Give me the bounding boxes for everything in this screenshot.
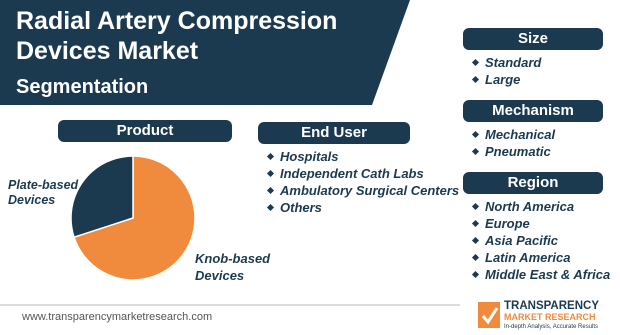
segment-list: Standard Large: [471, 54, 541, 88]
segment-item: Pneumatic: [471, 143, 555, 160]
pie-slice: [70, 155, 134, 239]
title-banner: [0, 0, 410, 105]
section-header: Region: [463, 172, 603, 194]
segment-item: Mechanical: [471, 126, 555, 143]
segment-list: Mechanical Pneumatic: [471, 126, 555, 160]
segment-item: Large: [471, 71, 541, 88]
segment-item: Middle East & Africa: [471, 266, 610, 283]
segment-item: Europe: [471, 215, 610, 232]
section-header: Size: [463, 28, 603, 50]
segment-item: Standard: [471, 54, 541, 71]
segment-item: Independent Cath Labs: [266, 165, 459, 182]
subtitle: Segmentation: [16, 76, 149, 98]
pie-label: Knob-based Devices: [195, 251, 271, 283]
segment-item: North America: [471, 198, 610, 215]
title: Radial Artery Compression Devices Market: [16, 7, 338, 65]
logo-check: [481, 307, 499, 325]
logo-tagline: In-depth Analysis, Accurate Results: [504, 324, 599, 330]
segment-item: Hospitals: [266, 148, 459, 165]
segment-list: Hospitals Independent Cath Labs Ambulatory…: [266, 148, 459, 216]
segment-item: Ambulatory Surgical Centers: [266, 182, 459, 199]
logo-text: MARKET RESEARCH: [504, 312, 596, 322]
section-header: End User: [258, 122, 410, 144]
segment-item: Latin America: [471, 249, 610, 266]
pie-label: Plate-based Devices: [8, 178, 79, 207]
segment-list: North America Europe Asia Pacific Latin Ame…: [471, 198, 610, 283]
logo-text: TRANSPARENCY: [504, 300, 599, 312]
segment-item: Asia Pacific: [471, 232, 610, 249]
segment-item: Others: [266, 199, 459, 216]
footer-url: www.transparencymarketresearch.com: [22, 311, 213, 323]
logo-icon: [478, 302, 500, 328]
section-header: Mechanism: [463, 100, 603, 122]
section-header: Product: [58, 120, 232, 142]
pie-slice: [73, 155, 196, 281]
